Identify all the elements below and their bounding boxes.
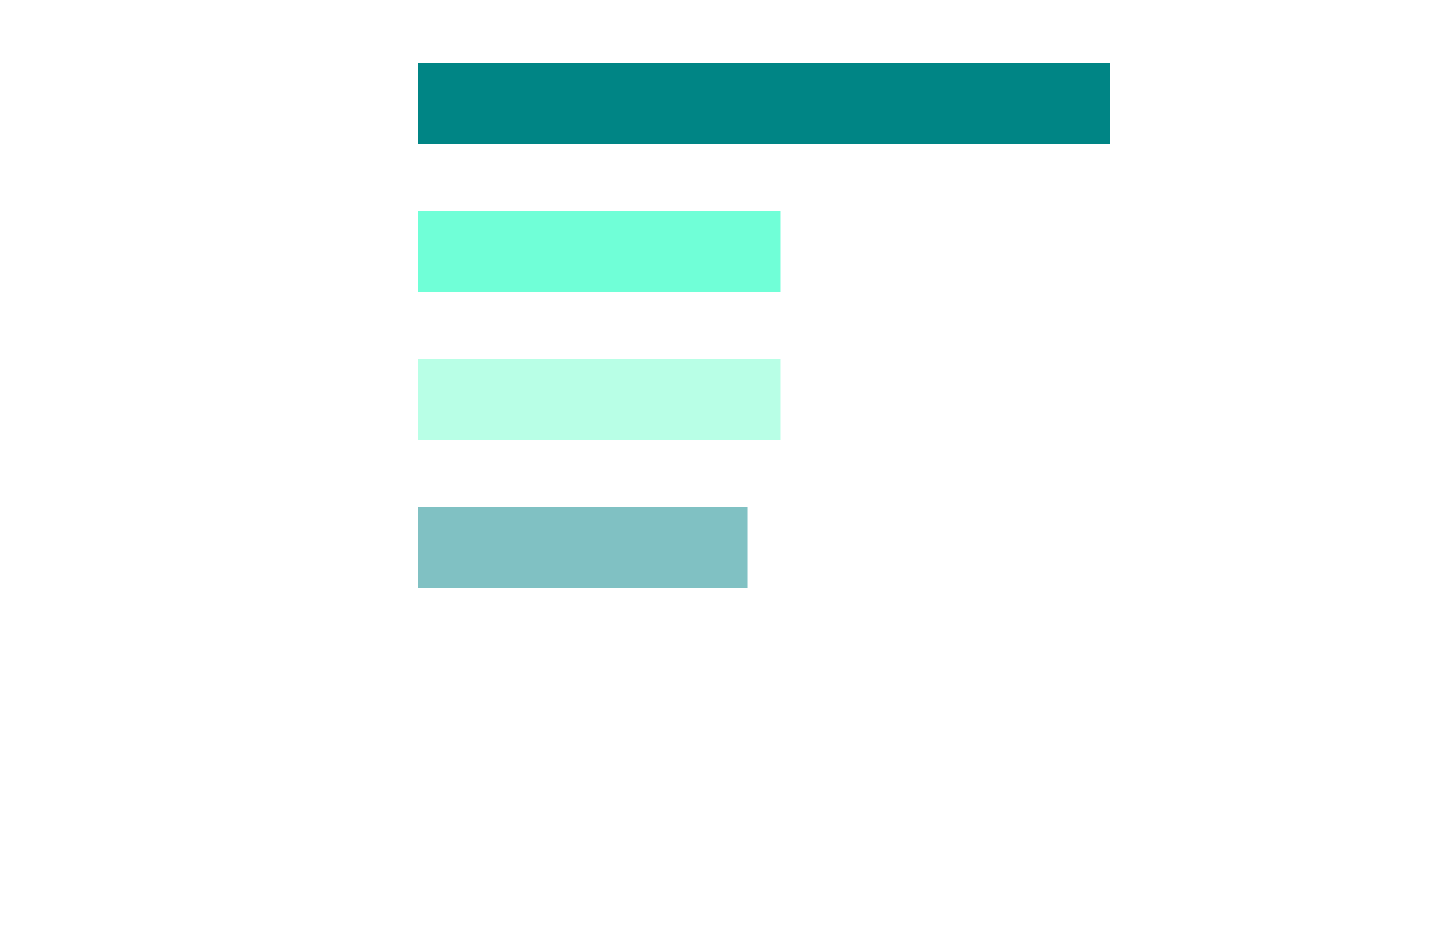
bar [418,63,1110,144]
bar [418,211,781,292]
bar [418,359,781,440]
bar [418,507,748,588]
